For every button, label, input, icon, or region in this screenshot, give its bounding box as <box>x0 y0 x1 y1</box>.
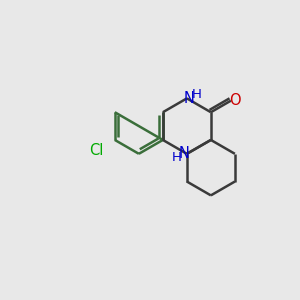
Text: N: N <box>179 146 190 161</box>
Text: H: H <box>192 88 202 101</box>
Text: H: H <box>172 151 182 164</box>
Text: Cl: Cl <box>89 143 103 158</box>
Text: N: N <box>184 91 195 106</box>
Text: O: O <box>229 93 241 108</box>
